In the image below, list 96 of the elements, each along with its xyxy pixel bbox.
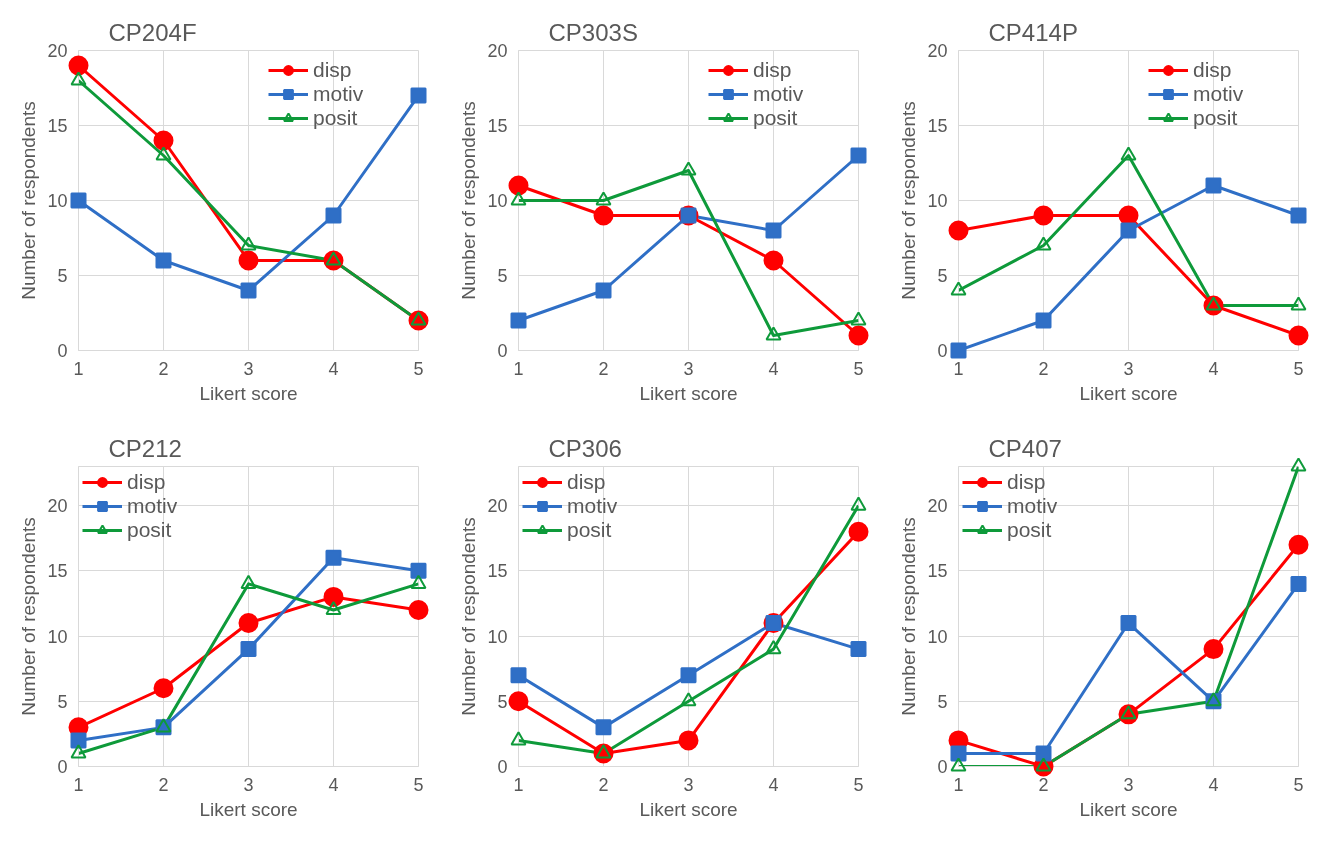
- chart-title: CP204F: [108, 18, 197, 46]
- y-tick-label: 20: [47, 41, 68, 61]
- legend-label: motiv: [1193, 82, 1244, 106]
- chart-title: CP212: [108, 434, 182, 462]
- y-axis-title: Number of respondents: [458, 517, 480, 716]
- x-axis-title: Likert score: [639, 382, 738, 404]
- x-tick-label: 3: [683, 358, 694, 379]
- y-tick-label: 0: [497, 341, 508, 361]
- x-tick-label: 2: [1038, 358, 1049, 379]
- y-tick-label: 15: [47, 116, 68, 136]
- x-tick-label: 1: [73, 358, 84, 379]
- legend-label: motiv: [313, 82, 364, 106]
- y-tick-label: 20: [927, 41, 948, 61]
- y-tick-label: 20: [927, 496, 948, 517]
- legend-label: posit: [753, 106, 798, 130]
- y-tick-label: 5: [497, 266, 508, 286]
- x-tick-label: 4: [328, 358, 339, 379]
- legend-label: motiv: [1007, 494, 1058, 518]
- x-tick-label: 5: [413, 774, 424, 795]
- y-tick-label: 5: [57, 266, 68, 286]
- y-tick-label: 10: [487, 626, 508, 647]
- legend-label: disp: [1193, 58, 1232, 82]
- x-axis-title: Likert score: [199, 382, 298, 404]
- x-tick-label: 1: [953, 774, 964, 795]
- y-tick-label: 20: [487, 41, 508, 61]
- x-tick-label: 3: [243, 774, 254, 795]
- x-tick-label: 1: [953, 358, 964, 379]
- x-tick-label: 1: [73, 774, 84, 795]
- chart-title: CP303S: [548, 18, 638, 46]
- x-tick-label: 4: [768, 774, 779, 795]
- chart-title: CP414P: [988, 18, 1078, 46]
- y-tick-label: 5: [937, 691, 948, 712]
- x-tick-label: 1: [513, 358, 524, 379]
- y-tick-label: 10: [47, 191, 68, 211]
- y-axis-title: Number of respondents: [18, 517, 40, 716]
- x-tick-label: 3: [243, 358, 254, 379]
- y-axis-title: Number of respondents: [18, 101, 40, 300]
- y-tick-label: 15: [927, 116, 948, 136]
- x-axis-title: Likert score: [199, 798, 298, 820]
- y-tick-label: 0: [497, 757, 508, 777]
- legend-label: disp: [1007, 470, 1046, 494]
- y-tick-label: 5: [937, 266, 948, 286]
- chart-title: CP306: [548, 434, 622, 462]
- y-tick-label: 15: [487, 561, 508, 582]
- x-axis-title: Likert score: [1079, 382, 1178, 404]
- x-tick-label: 4: [328, 774, 339, 795]
- legend-label: posit: [1193, 106, 1238, 130]
- x-axis-title: Likert score: [1079, 798, 1178, 820]
- y-tick-label: 5: [57, 691, 68, 712]
- legend-label: posit: [1007, 518, 1052, 542]
- x-tick-label: 3: [1123, 774, 1134, 795]
- y-tick-label: 10: [927, 626, 948, 647]
- y-tick-label: 15: [487, 116, 508, 136]
- x-tick-label: 3: [683, 774, 694, 795]
- x-tick-label: 4: [1208, 774, 1219, 795]
- y-tick-label: 0: [937, 757, 948, 777]
- x-axis-title: Likert score: [639, 798, 738, 820]
- x-tick-label: 4: [1208, 358, 1219, 379]
- y-axis-title: Number of respondents: [458, 101, 480, 300]
- legend-label: disp: [127, 470, 166, 494]
- x-tick-label: 5: [853, 774, 864, 795]
- x-tick-label: 2: [598, 774, 609, 795]
- y-tick-label: 20: [487, 496, 508, 517]
- legend-label: posit: [567, 518, 612, 542]
- x-tick-label: 2: [1038, 774, 1049, 795]
- y-axis-title: Number of respondents: [898, 517, 920, 716]
- legend-label: posit: [127, 518, 172, 542]
- y-tick-label: 10: [47, 626, 68, 647]
- chart-title: CP407: [988, 434, 1062, 462]
- x-tick-label: 2: [598, 358, 609, 379]
- x-tick-label: 5: [1293, 774, 1304, 795]
- y-tick-label: 5: [497, 691, 508, 712]
- x-tick-label: 2: [158, 358, 169, 379]
- y-tick-label: 0: [937, 341, 948, 361]
- x-tick-label: 2: [158, 774, 169, 795]
- y-tick-label: 10: [487, 191, 508, 211]
- legend-label: motiv: [567, 494, 618, 518]
- legend-label: posit: [313, 106, 358, 130]
- legend-label: motiv: [127, 494, 178, 518]
- x-tick-label: 5: [1293, 358, 1304, 379]
- y-tick-label: 15: [927, 561, 948, 582]
- x-tick-label: 1: [513, 774, 524, 795]
- y-axis-title: Number of respondents: [898, 101, 920, 300]
- x-tick-label: 4: [768, 358, 779, 379]
- x-tick-label: 3: [1123, 358, 1134, 379]
- legend-label: disp: [313, 58, 352, 82]
- legend-label: disp: [753, 58, 792, 82]
- y-tick-label: 20: [47, 496, 68, 517]
- y-tick-label: 15: [47, 561, 68, 582]
- y-tick-label: 0: [57, 757, 68, 777]
- x-tick-label: 5: [413, 358, 424, 379]
- y-tick-label: 0: [57, 341, 68, 361]
- x-tick-label: 5: [853, 358, 864, 379]
- legend-label: motiv: [753, 82, 804, 106]
- legend-label: disp: [567, 470, 606, 494]
- y-tick-label: 10: [927, 191, 948, 211]
